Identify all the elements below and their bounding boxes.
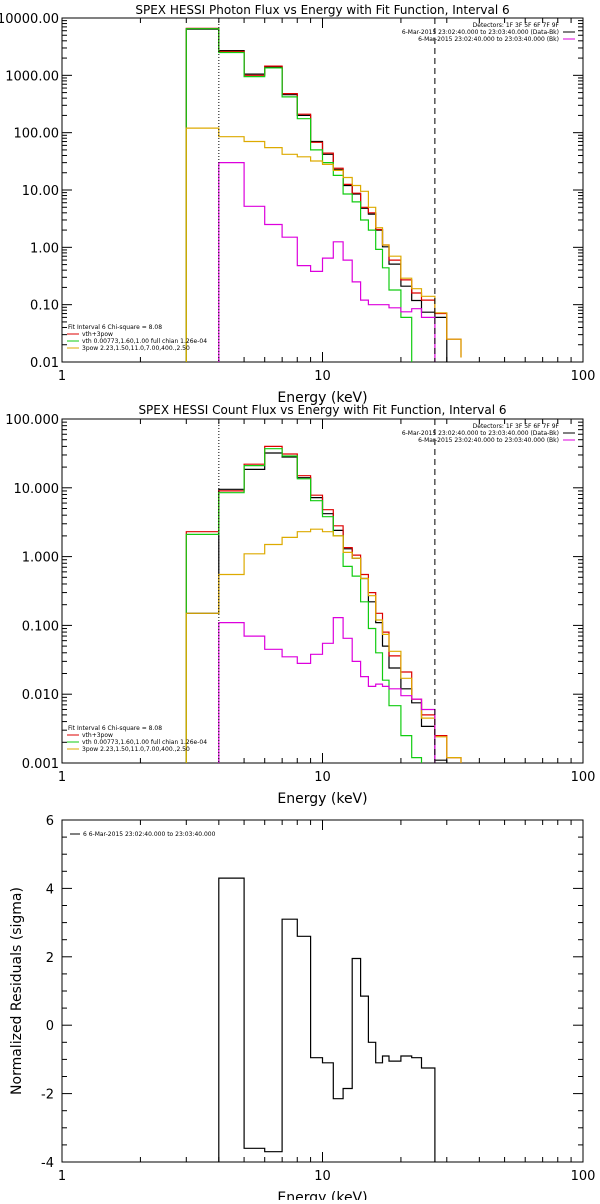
plot-area [218, 877, 436, 1162]
legend-entry: Detectors: 1F 3F 5F 6F 7F 9F [473, 22, 560, 29]
x-axis-label: Energy (keV) [277, 390, 367, 406]
legend-entry: vth+3pow [82, 331, 113, 338]
legend-entry: 6-Mar-2015 23:02:40.000 to 23:03:40.000 … [402, 430, 559, 437]
x-axis-label: Energy (keV) [277, 1190, 367, 1200]
series-nonthermal [185, 528, 462, 763]
y-tick-label: 1.000 [22, 551, 59, 566]
series-total [185, 445, 462, 763]
y-tick-label: 10.00 [22, 184, 59, 199]
y-tick-label: 4 [46, 882, 54, 897]
legend-entry: 3pow 2.23,1.50,11.0,7.00,400.,2.50 [82, 345, 190, 352]
plot-frame [61, 418, 584, 764]
y-tick-label: 10000.00 [0, 12, 59, 27]
x-axis-label: Energy (keV) [277, 791, 367, 807]
plot-area [185, 445, 462, 763]
series-data [185, 28, 448, 362]
series-total [185, 27, 462, 362]
legend-entry: Detectors: 1F 3F 5F 6F 7F 9F [473, 423, 560, 430]
y-tick-label: 100.00 [14, 127, 60, 142]
series-nonthermal [185, 127, 462, 362]
x-tick-label: 100 [571, 369, 596, 384]
legend-entry: 6-Mar-2015 23:02:40.000 to 23:03:40.000 … [402, 29, 559, 36]
x-tick-label: 10 [314, 369, 331, 384]
panel-2: SPEX HESSI Count Flux vs Energy with Fit… [5, 403, 595, 807]
y-tick-label: 2 [46, 951, 54, 966]
y-tick-label: 0 [46, 1019, 54, 1034]
chart-title: SPEX HESSI Photon Flux vs Energy with Fi… [135, 3, 509, 17]
legend-entry: 6-Mar-2015 23:02:40.000 to 23:03:40.000 … [418, 437, 559, 444]
plot-frame [61, 819, 584, 1163]
x-tick-label: 10 [314, 770, 331, 785]
x-tick-label: 1 [58, 770, 66, 785]
y-tick-label: 0.10 [30, 299, 59, 314]
y-tick-label: 0.100 [22, 619, 59, 634]
y-tick-label: 0.010 [22, 688, 59, 703]
panel-3: 1 10 100 Energy (keV) -4 -2 0 2 4 6 Normalized Res… [9, 814, 596, 1204]
legend-entry: 6-Mar-2015 23:02:40.000 to 23:03:40.000 … [418, 36, 559, 43]
x-tick-label: 10 [314, 1169, 331, 1184]
y-axis-label: Normalized Residuals (sigma) [9, 887, 25, 1095]
series-data [218, 877, 436, 1162]
x-tick-label: 100 [571, 770, 596, 785]
legend-entry: Fit Interval 6 Chi-square = 8.08 [68, 725, 162, 732]
plot-area [185, 27, 462, 362]
plot-frame [61, 17, 584, 363]
panel-1: SPEX HESSI Photon Flux vs Energy with Fi… [0, 3, 595, 406]
series-background [218, 162, 436, 362]
x-tick-label: 1 [58, 369, 66, 384]
series-thermal [185, 28, 413, 362]
y-tick-label: 0.001 [22, 757, 59, 772]
y-tick-label: 10.000 [14, 482, 60, 497]
legend-entry: 6 6-Mar-2015 23:02:40.000 to 23:03:40.00… [83, 831, 216, 838]
legend-entry: vth 0.00773,1.60,1.00 full chian 1.26e-0… [82, 739, 207, 746]
y-tick-label: 1000.00 [5, 69, 59, 84]
y-tick-label: 1.00 [30, 241, 59, 256]
chart-title: SPEX HESSI Count Flux vs Energy with Fit… [138, 403, 506, 417]
y-tick-label: -4 [41, 1156, 54, 1171]
y-tick-label: 0.01 [30, 356, 59, 371]
x-tick-label: 1 [58, 1169, 66, 1184]
legend-entry: Fit Interval 6 Chi-square = 8.08 [68, 324, 162, 331]
legend-entry: vth+3pow [82, 732, 113, 739]
y-tick-label: 100.000 [5, 413, 59, 428]
y-tick-label: 6 [46, 814, 54, 829]
series-thermal [185, 448, 423, 763]
series-background [218, 617, 436, 763]
x-tick-label: 100 [571, 1169, 596, 1184]
legend-entry: vth 0.00773,1.60,1.00 full chian 1.26e-0… [82, 338, 207, 345]
y-tick-label: -2 [41, 1088, 54, 1103]
legend-entry: 3pow 2.23,1.50,11.0,7.00,400.,2.50 [82, 746, 190, 753]
